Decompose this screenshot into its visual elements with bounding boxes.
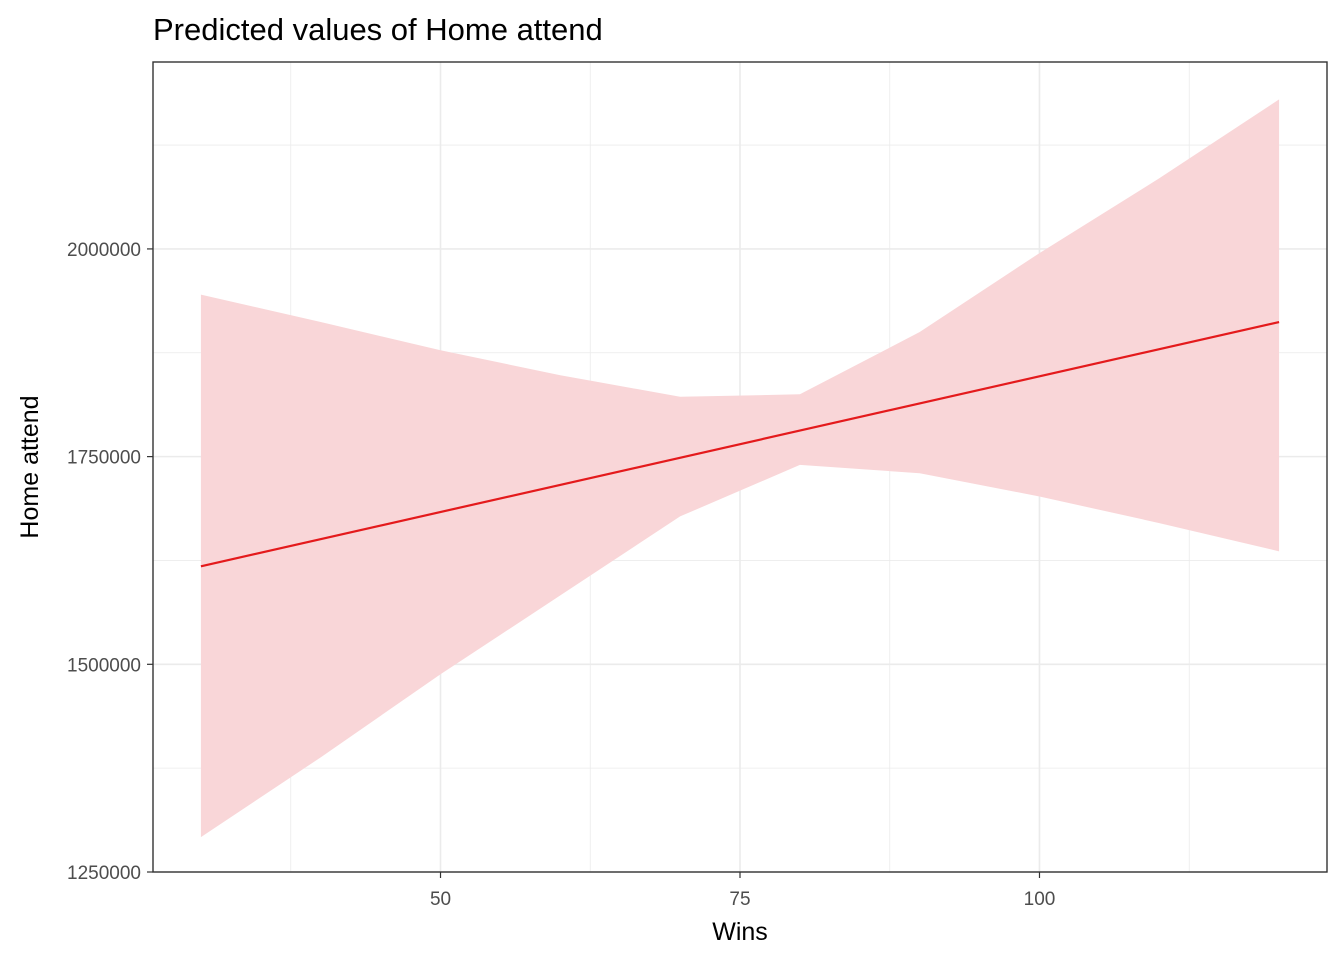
x-axis: 50 75 100 [430, 872, 1055, 910]
chart-title: Predicted values of Home attend [153, 12, 603, 47]
x-tick-label: 75 [729, 889, 750, 910]
y-axis: 1250000 1500000 1750000 2000000 [67, 240, 153, 884]
y-tick-label: 2000000 [67, 240, 141, 261]
confidence-band [200, 99, 1280, 838]
prediction-line [200, 320, 1280, 568]
data-marks [200, 99, 1280, 838]
y-tick-label: 1750000 [67, 448, 141, 469]
y-tick-label: 1500000 [67, 655, 141, 676]
x-tick-label: 50 [430, 889, 451, 910]
x-axis-label: Wins [712, 918, 768, 946]
plot-panel [152, 61, 1328, 873]
x-tick-label: 100 [1024, 889, 1056, 910]
y-tick-label: 1250000 [67, 863, 141, 884]
y-axis-label: Home attend [16, 395, 44, 538]
